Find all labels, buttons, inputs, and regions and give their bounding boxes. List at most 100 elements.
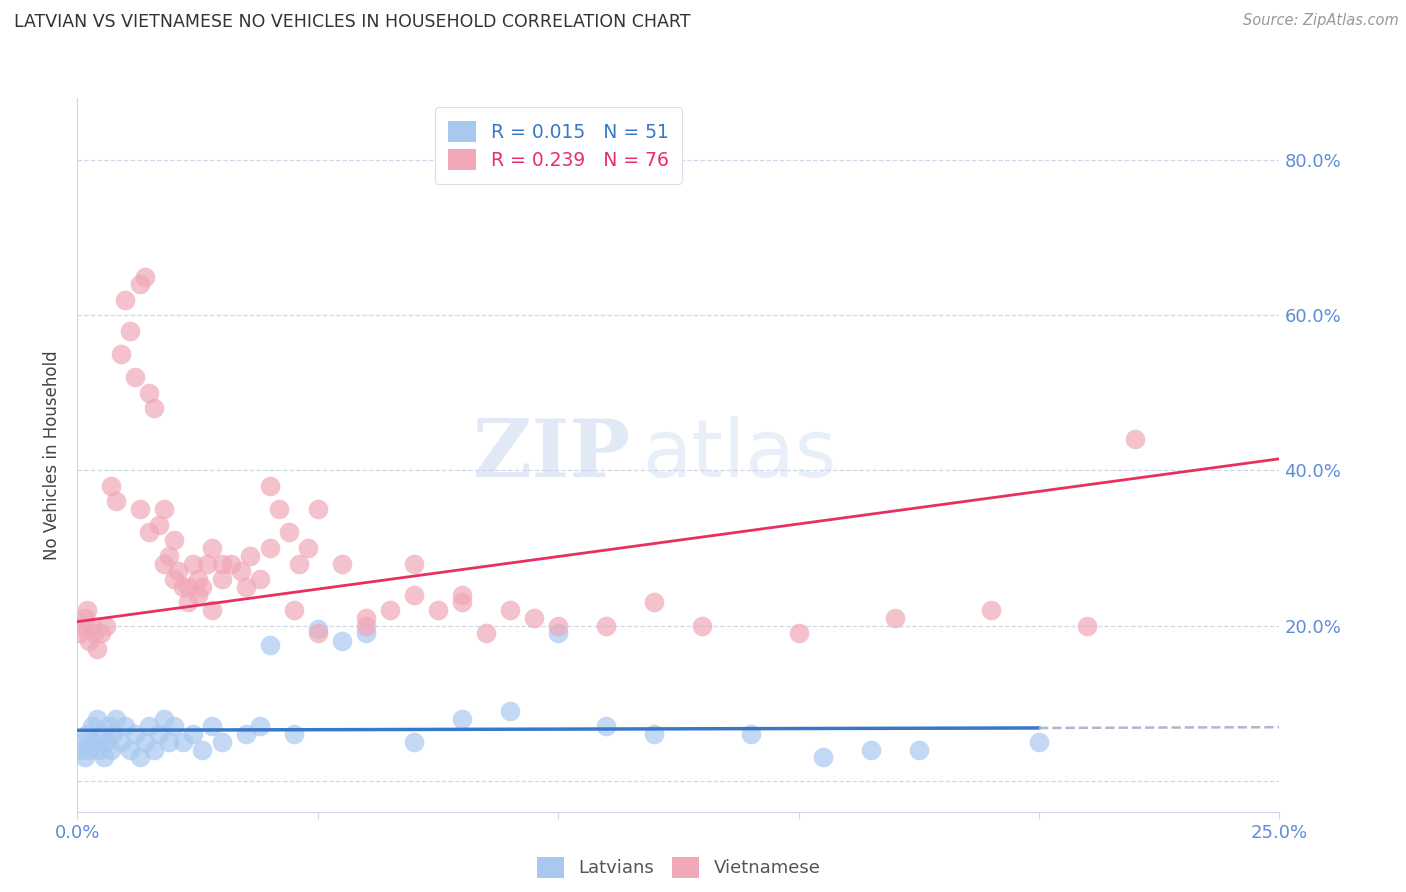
Point bbox=[134, 269, 156, 284]
Point bbox=[354, 626, 377, 640]
Point bbox=[277, 525, 299, 540]
Point bbox=[172, 580, 194, 594]
Point bbox=[307, 626, 329, 640]
Point bbox=[76, 727, 98, 741]
Point bbox=[124, 727, 146, 741]
Point bbox=[100, 742, 122, 756]
Legend: Latvians, Vietnamese: Latvians, Vietnamese bbox=[529, 849, 828, 885]
Point bbox=[104, 494, 127, 508]
Point bbox=[114, 719, 136, 733]
Y-axis label: No Vehicles in Household: No Vehicles in Household bbox=[44, 350, 62, 560]
Text: LATVIAN VS VIETNAMESE NO VEHICLES IN HOUSEHOLD CORRELATION CHART: LATVIAN VS VIETNAMESE NO VEHICLES IN HOU… bbox=[14, 13, 690, 31]
Point bbox=[249, 572, 271, 586]
Point bbox=[162, 572, 184, 586]
Point bbox=[269, 502, 291, 516]
Point bbox=[883, 611, 905, 625]
Point bbox=[120, 742, 142, 756]
Point bbox=[229, 564, 252, 578]
Point bbox=[402, 735, 425, 749]
Point bbox=[181, 557, 204, 571]
Point bbox=[475, 626, 498, 640]
Point bbox=[80, 719, 103, 733]
Point bbox=[187, 572, 209, 586]
Point bbox=[191, 742, 214, 756]
Point bbox=[79, 634, 101, 648]
Point bbox=[195, 557, 218, 571]
Point bbox=[201, 603, 224, 617]
Point bbox=[97, 719, 120, 733]
Text: atlas: atlas bbox=[643, 416, 837, 494]
Point bbox=[547, 626, 569, 640]
Point bbox=[104, 712, 127, 726]
Point bbox=[980, 603, 1002, 617]
Point bbox=[100, 479, 122, 493]
Point bbox=[93, 750, 115, 764]
Point bbox=[249, 719, 271, 733]
Point bbox=[128, 750, 150, 764]
Point bbox=[143, 401, 166, 416]
Point bbox=[177, 595, 200, 609]
Point bbox=[128, 502, 150, 516]
Point bbox=[297, 541, 319, 555]
Point bbox=[499, 603, 522, 617]
Point bbox=[87, 742, 110, 756]
Point bbox=[547, 618, 569, 632]
Point bbox=[177, 580, 200, 594]
Point bbox=[181, 727, 204, 741]
Point bbox=[120, 324, 142, 338]
Point bbox=[69, 742, 91, 756]
Point bbox=[211, 572, 233, 586]
Point bbox=[73, 611, 96, 625]
Point bbox=[219, 557, 242, 571]
Point bbox=[172, 735, 194, 749]
Point bbox=[128, 277, 150, 292]
Point bbox=[103, 727, 125, 741]
Point bbox=[70, 618, 93, 632]
Point bbox=[148, 517, 170, 532]
Point bbox=[148, 727, 170, 741]
Point bbox=[69, 626, 91, 640]
Point bbox=[740, 727, 762, 741]
Point bbox=[523, 611, 546, 625]
Point bbox=[451, 712, 474, 726]
Point bbox=[86, 641, 108, 656]
Point bbox=[692, 618, 714, 632]
Point bbox=[451, 595, 474, 609]
Point bbox=[330, 557, 353, 571]
Point bbox=[859, 742, 882, 756]
Point bbox=[908, 742, 931, 756]
Point bbox=[138, 385, 160, 400]
Point bbox=[153, 557, 176, 571]
Point bbox=[86, 712, 108, 726]
Point bbox=[157, 735, 180, 749]
Point bbox=[124, 370, 146, 384]
Point bbox=[354, 611, 377, 625]
Point bbox=[283, 603, 305, 617]
Point bbox=[96, 618, 118, 632]
Point bbox=[595, 719, 617, 733]
Point bbox=[307, 502, 329, 516]
Point bbox=[83, 735, 105, 749]
Point bbox=[259, 479, 281, 493]
Point bbox=[201, 719, 224, 733]
Text: ZIP: ZIP bbox=[474, 416, 630, 494]
Point bbox=[167, 564, 190, 578]
Point bbox=[259, 541, 281, 555]
Point bbox=[201, 541, 224, 555]
Point bbox=[90, 727, 112, 741]
Point bbox=[162, 533, 184, 548]
Point bbox=[73, 750, 96, 764]
Point bbox=[90, 626, 112, 640]
Point bbox=[143, 742, 166, 756]
Point bbox=[378, 603, 401, 617]
Point bbox=[211, 735, 233, 749]
Point bbox=[138, 719, 160, 733]
Point bbox=[643, 595, 665, 609]
Point bbox=[402, 588, 425, 602]
Point bbox=[157, 549, 180, 563]
Point bbox=[79, 742, 101, 756]
Point bbox=[402, 557, 425, 571]
Point bbox=[80, 618, 103, 632]
Point bbox=[239, 549, 262, 563]
Text: Source: ZipAtlas.com: Source: ZipAtlas.com bbox=[1243, 13, 1399, 29]
